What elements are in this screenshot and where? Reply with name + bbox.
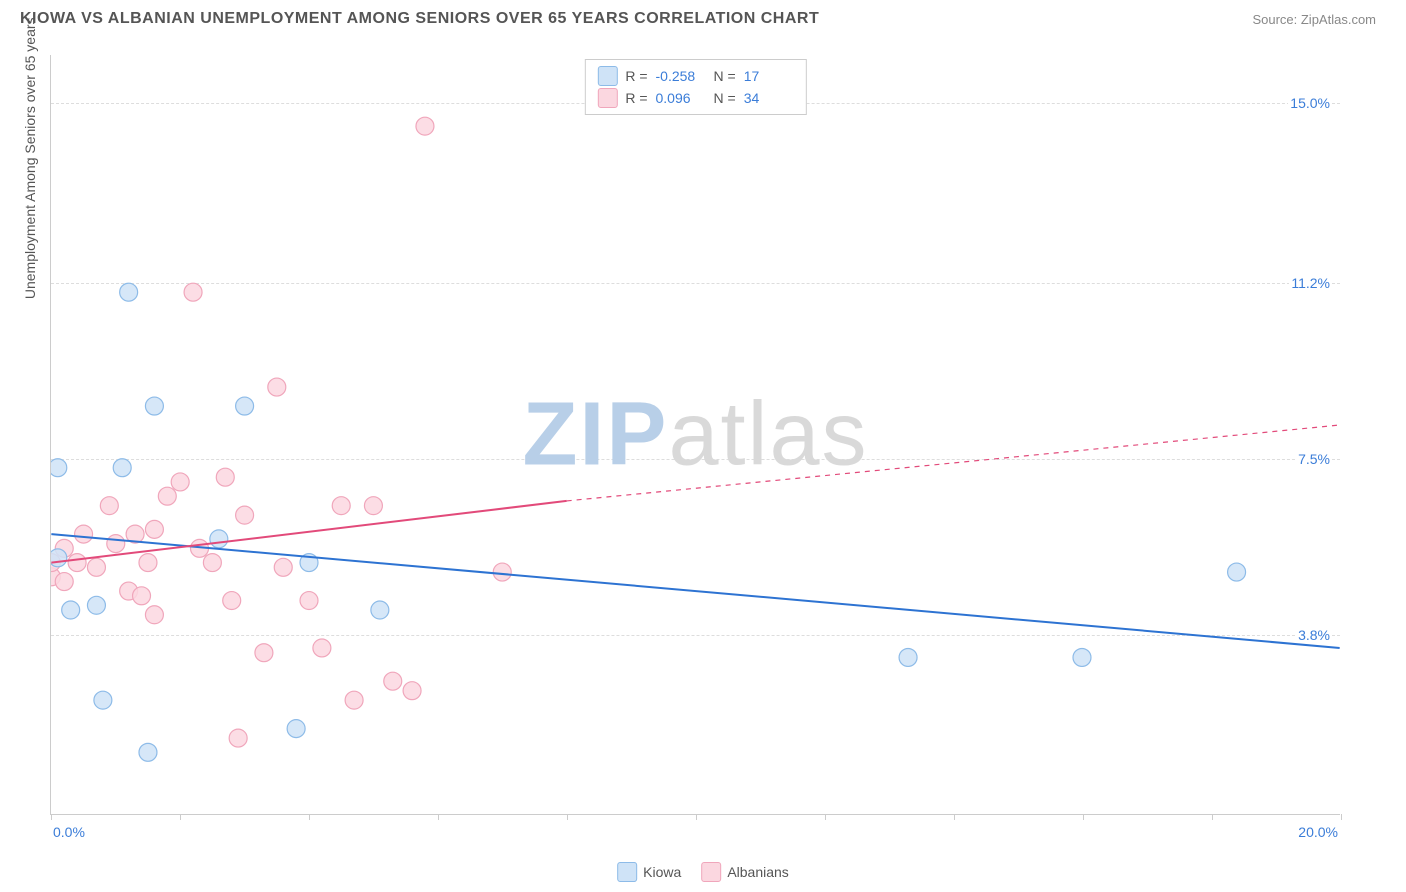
n-label: N = <box>714 87 736 109</box>
point-kiowa <box>899 648 917 666</box>
albanians-label: Albanians <box>727 864 789 880</box>
x-tick <box>438 814 439 820</box>
legend-row-albanians: R = 0.096 N = 34 <box>597 87 793 109</box>
regression-line-albanians-extrapolated <box>567 425 1340 501</box>
point-albanians <box>87 558 105 576</box>
point-albanians <box>300 592 318 610</box>
point-albanians <box>403 682 421 700</box>
x-tick <box>180 814 181 820</box>
x-tick <box>954 814 955 820</box>
point-albanians <box>416 117 434 135</box>
point-albanians <box>55 573 73 591</box>
point-albanians <box>229 729 247 747</box>
x-tick <box>696 814 697 820</box>
point-kiowa <box>210 530 228 548</box>
point-albanians <box>133 587 151 605</box>
point-albanians <box>68 554 86 572</box>
swatch-albanians <box>597 88 617 108</box>
point-albanians <box>171 473 189 491</box>
point-albanians <box>145 520 163 538</box>
point-kiowa <box>139 743 157 761</box>
point-albanians <box>345 691 363 709</box>
point-albanians <box>255 644 273 662</box>
point-albanians <box>100 497 118 515</box>
point-albanians <box>384 672 402 690</box>
regression-line-kiowa <box>51 534 1339 648</box>
point-albanians <box>158 487 176 505</box>
swatch-kiowa <box>597 66 617 86</box>
point-kiowa <box>51 549 67 567</box>
x-tick <box>1341 814 1342 820</box>
point-albanians <box>184 283 202 301</box>
point-albanians <box>332 497 350 515</box>
point-kiowa <box>87 596 105 614</box>
y-axis-title: Unemployment Among Seniors over 65 years <box>22 17 38 299</box>
point-albanians <box>107 535 125 553</box>
point-kiowa <box>371 601 389 619</box>
r-label: R = <box>625 87 647 109</box>
swatch-kiowa-bottom <box>617 862 637 882</box>
n-label: N = <box>714 65 736 87</box>
chart-title: KIOWA VS ALBANIAN UNEMPLOYMENT AMONG SEN… <box>20 10 819 28</box>
point-albanians <box>274 558 292 576</box>
x-tick <box>567 814 568 820</box>
point-kiowa <box>113 459 131 477</box>
x-tick <box>309 814 310 820</box>
series-legend: Kiowa Albanians <box>617 862 789 882</box>
point-kiowa <box>287 720 305 738</box>
legend-row-kiowa: R = -0.258 N = 17 <box>597 65 793 87</box>
x-tick <box>51 814 52 820</box>
point-kiowa <box>236 397 254 415</box>
swatch-albanians-bottom <box>701 862 721 882</box>
point-kiowa <box>62 601 80 619</box>
kiowa-n-value: 17 <box>744 65 794 87</box>
point-kiowa <box>1228 563 1246 581</box>
point-albanians <box>364 497 382 515</box>
x-tick <box>825 814 826 820</box>
point-albanians <box>223 592 241 610</box>
albanians-r-value: 0.096 <box>656 87 706 109</box>
x-tick <box>1212 814 1213 820</box>
point-kiowa <box>1073 648 1091 666</box>
point-kiowa <box>51 459 67 477</box>
point-albanians <box>203 554 221 572</box>
chart-plot-area: ZIPatlas R = -0.258 N = 17 R = 0.096 N =… <box>50 55 1340 815</box>
kiowa-label: Kiowa <box>643 864 681 880</box>
x-max-label: 20.0% <box>1298 824 1338 840</box>
point-albanians <box>145 606 163 624</box>
point-albanians <box>75 525 93 543</box>
point-albanians <box>139 554 157 572</box>
correlation-legend: R = -0.258 N = 17 R = 0.096 N = 34 <box>584 59 806 115</box>
kiowa-r-value: -0.258 <box>656 65 706 87</box>
point-albanians <box>313 639 331 657</box>
point-kiowa <box>94 691 112 709</box>
point-albanians <box>236 506 254 524</box>
point-kiowa <box>145 397 163 415</box>
x-tick <box>1083 814 1084 820</box>
albanians-n-value: 34 <box>744 87 794 109</box>
point-albanians <box>493 563 511 581</box>
r-label: R = <box>625 65 647 87</box>
legend-item-albanians: Albanians <box>701 862 789 882</box>
scatter-svg <box>51 55 1340 814</box>
x-min-label: 0.0% <box>53 824 85 840</box>
point-kiowa <box>120 283 138 301</box>
legend-item-kiowa: Kiowa <box>617 862 681 882</box>
source-attribution: Source: ZipAtlas.com <box>1252 12 1376 27</box>
point-albanians <box>216 468 234 486</box>
point-albanians <box>268 378 286 396</box>
